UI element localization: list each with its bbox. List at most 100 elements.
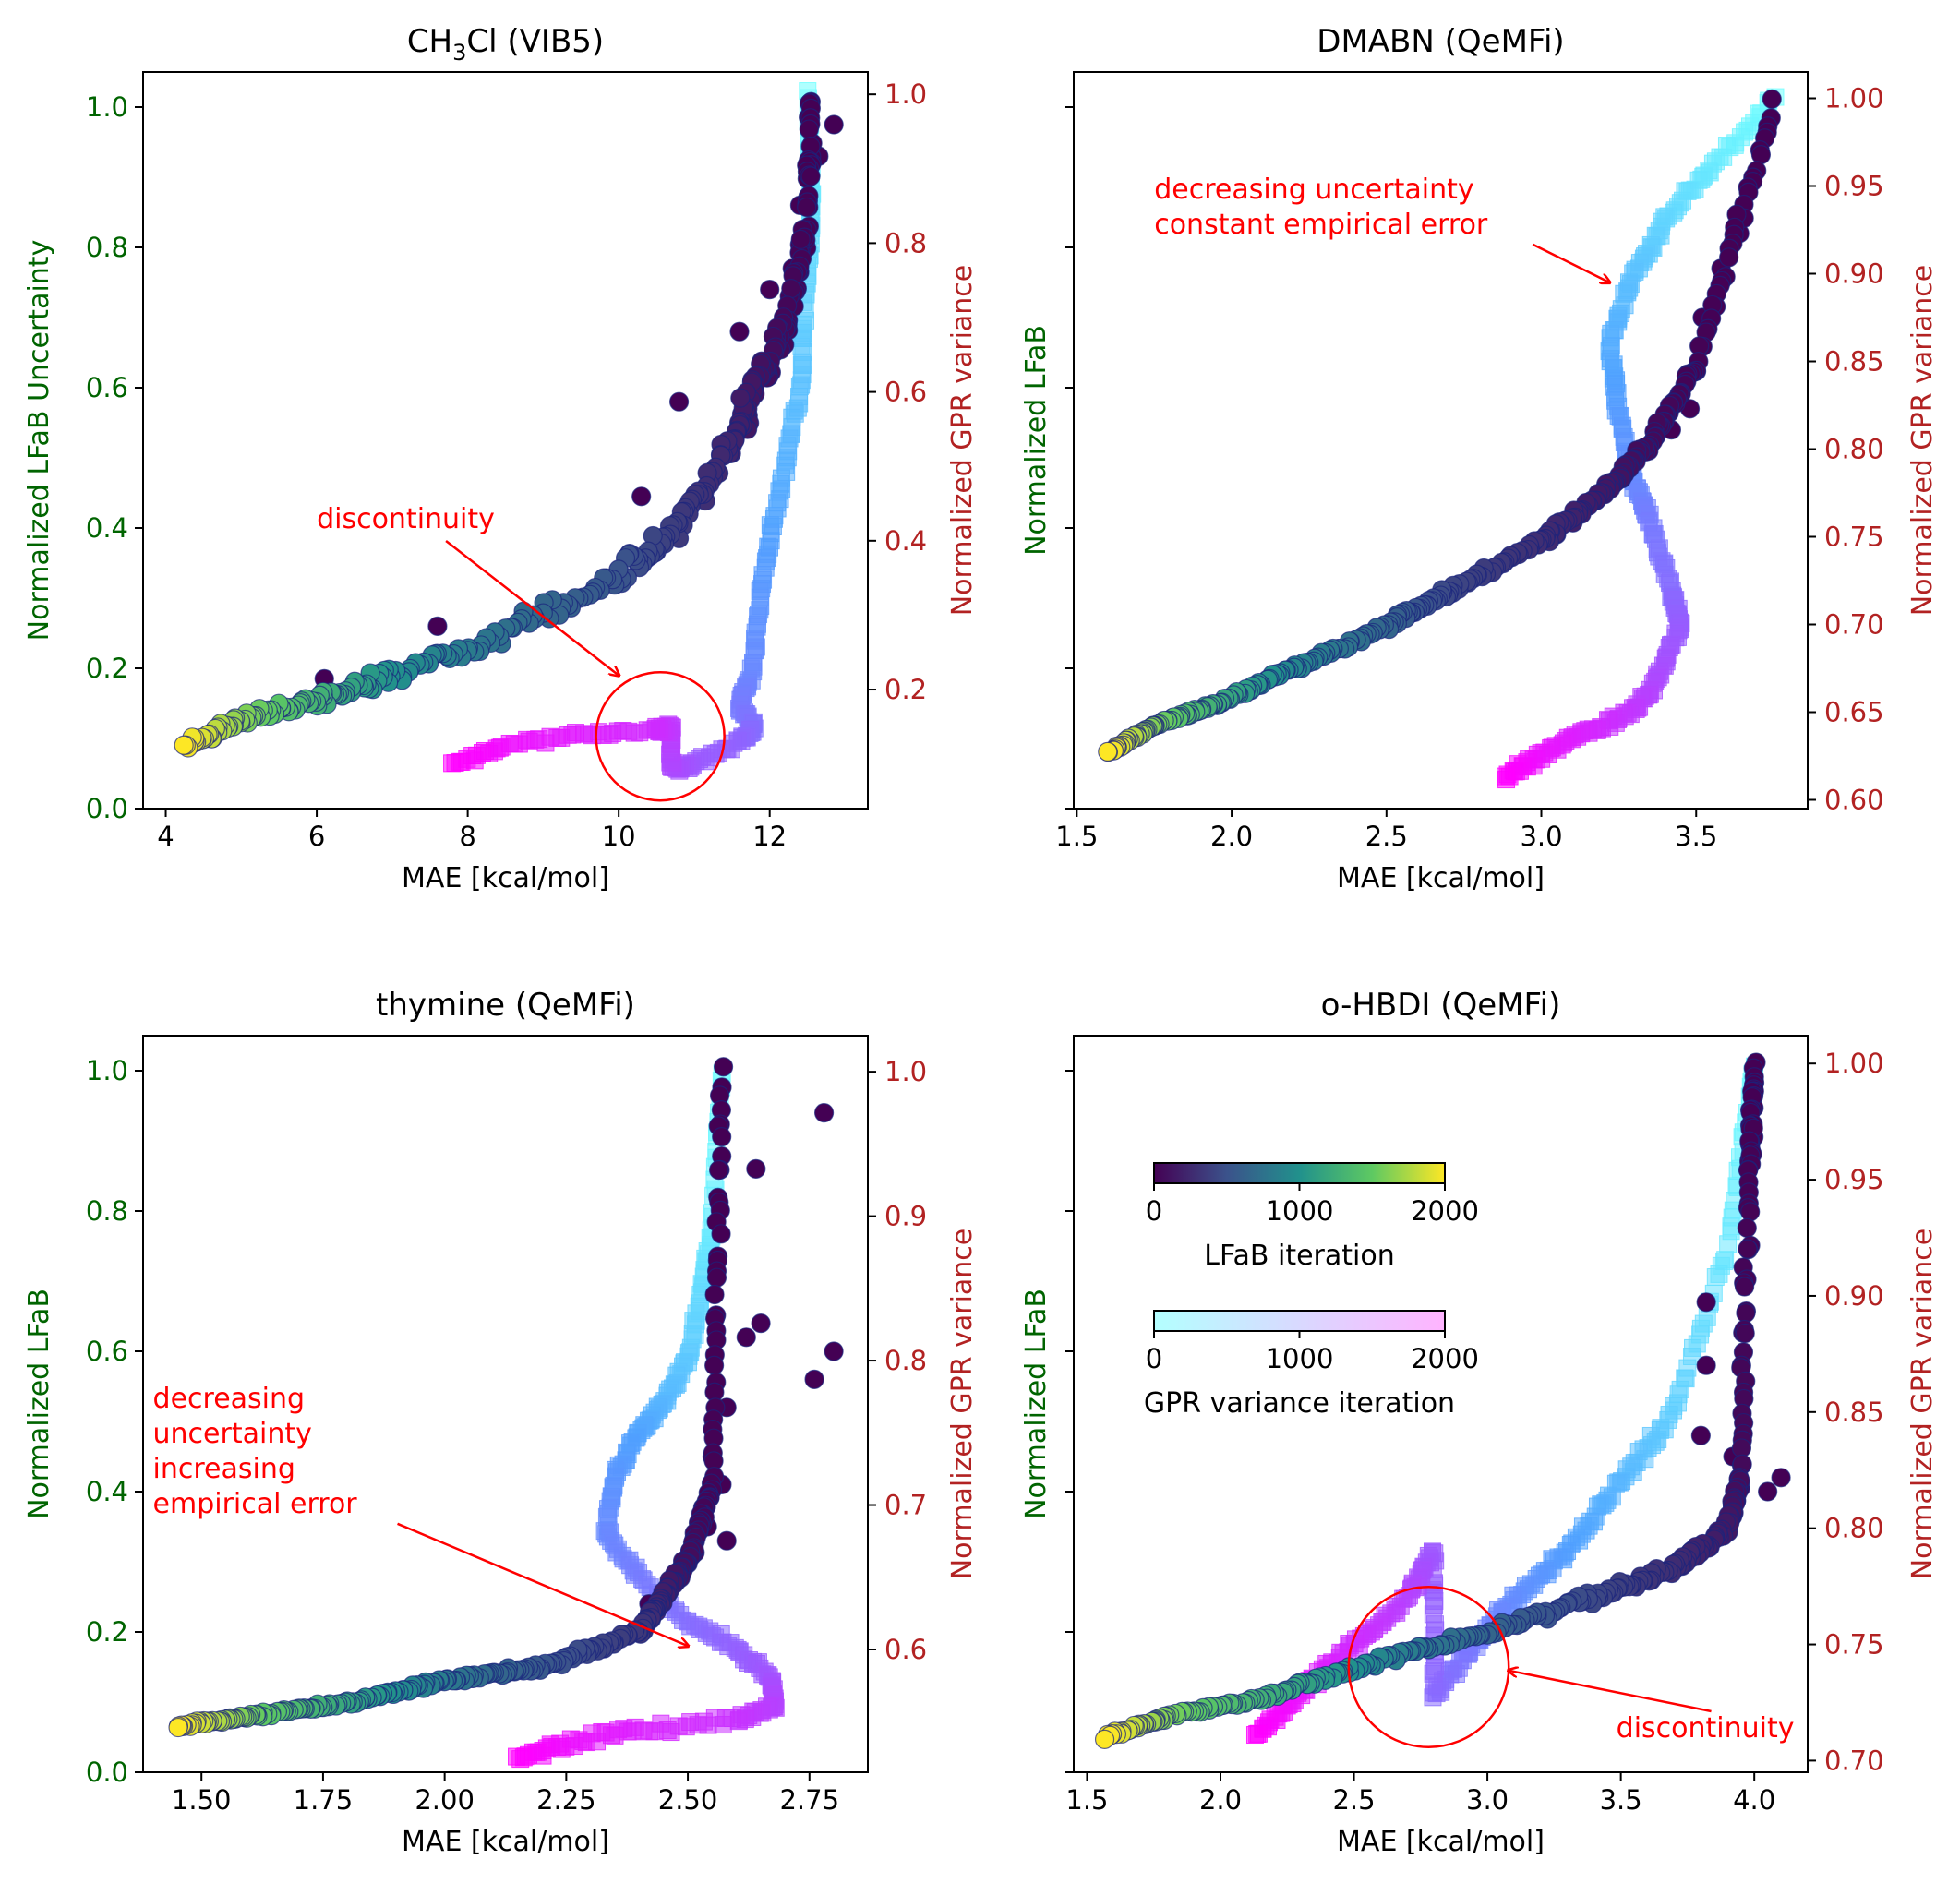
lfab-point (1771, 1468, 1791, 1488)
yr-axis-label: Normalized GPR variance (946, 265, 979, 617)
x-tick-label: 4 (157, 821, 174, 852)
plot-area (174, 82, 844, 780)
y-tick-label: 0.4 (86, 1476, 128, 1507)
axes-frame (1073, 71, 1809, 810)
lfab-point (704, 1355, 725, 1375)
y-axis-label: Normalized LFaB Uncertainty (23, 240, 55, 642)
lfab-point (1737, 1217, 1757, 1239)
yr-tick-label: 0.2 (884, 674, 927, 705)
panel-title: DMABN (QeMFi) (1317, 23, 1564, 60)
colorbar-label: GPR variance iteration (1144, 1387, 1455, 1420)
x-tick-label: 1.5 (1055, 821, 1098, 852)
yr-tick-label: 0.85 (1824, 346, 1884, 378)
gpr-point (1245, 1726, 1264, 1745)
annotation-text: empirical error (153, 1488, 358, 1520)
lfab-point (1740, 1202, 1761, 1222)
lfab-point (736, 1327, 756, 1348)
yr-tick-label: 0.6 (884, 1634, 927, 1665)
axes-frame (1073, 1035, 1809, 1773)
lfab-point (708, 1160, 729, 1181)
y-tick-label: 0.2 (86, 1616, 128, 1648)
axes-frame (142, 1035, 869, 1773)
lfab-point (174, 735, 194, 755)
gpr-point (1706, 1268, 1725, 1287)
yr-axis-label: Normalized GPR variance (946, 1229, 979, 1580)
x-tick-label: 2.00 (415, 1784, 475, 1816)
x-tick-label: 6 (308, 821, 325, 852)
colorbar-tick-label: 0 (1146, 1195, 1162, 1227)
yr-tick-label: 0.8 (884, 227, 927, 258)
yr-tick-label: 0.4 (884, 525, 927, 557)
y-tick-label: 0.0 (86, 1757, 128, 1788)
x-tick-label: 2.0 (1199, 1784, 1242, 1816)
colorbar-tick-label: 1000 (1266, 1343, 1334, 1374)
lfab-point (824, 1341, 844, 1361)
x-tick-label: 2.75 (779, 1784, 839, 1816)
lfab-point (1696, 1355, 1716, 1375)
lfab-point (1736, 1303, 1756, 1324)
yr-tick-label: 0.6 (884, 377, 927, 408)
lfab-point (813, 1102, 835, 1123)
lfab-point (704, 1284, 725, 1305)
x-tick-label: 8 (459, 821, 475, 852)
lfab-point (781, 279, 801, 299)
gpr-colorbar (1153, 1310, 1446, 1332)
yr-tick-label: 0.7 (884, 1490, 927, 1521)
lfab-point (797, 197, 817, 218)
colorbar-tick-label: 2000 (1411, 1343, 1479, 1374)
panel-1: 4 6 8 10 12 0.0 0.2 0.4 0.6 0.8 1.0 0.2 0.4 0.6 0.8 1.0… (23, 23, 979, 894)
annotation-arrow (1532, 243, 1609, 282)
x-tick-label: 3.5 (1600, 1784, 1642, 1816)
x-tick-label: 3.5 (1675, 821, 1717, 852)
yr-tick-label: 0.90 (1824, 1280, 1884, 1312)
y-tick-label: 0.6 (86, 1336, 128, 1367)
colorbar-tick-label: 2000 (1411, 1195, 1479, 1227)
lfab-point (631, 486, 652, 507)
lfab-point (799, 119, 819, 139)
lfab-point (1098, 741, 1118, 762)
gpr-point (1719, 1235, 1738, 1253)
lfab-point (1690, 1425, 1711, 1445)
lfab-point (706, 1267, 727, 1288)
gpr-point (508, 1747, 526, 1766)
lfab-point (746, 1158, 766, 1180)
lfab-point (168, 1717, 188, 1738)
y-tick-label: 0.8 (86, 1195, 128, 1227)
lfab-point (1696, 1292, 1716, 1313)
lfab-point (729, 321, 750, 342)
gpr-point (443, 754, 462, 773)
x-tick-label: 3.0 (1520, 821, 1562, 852)
lfab-point (1734, 1277, 1755, 1297)
yr-tick-label: 0.80 (1824, 434, 1884, 465)
annotation-arrow (445, 540, 619, 676)
lfab-point (427, 616, 448, 637)
yr-tick-label: 0.75 (1824, 1629, 1884, 1661)
y-tick-label: 0.4 (86, 512, 128, 544)
yr-tick-label: 0.85 (1824, 1397, 1884, 1428)
x-axis-label: MAE [kcal/mol] (402, 1826, 609, 1858)
lfab-point (790, 229, 811, 249)
x-tick-label: 3.0 (1466, 1784, 1509, 1816)
x-tick-label: 2.5 (1365, 821, 1408, 852)
x-axis-label: MAE [kcal/mol] (1337, 862, 1545, 894)
lfab-point (824, 114, 844, 135)
x-tick-label: 2.50 (658, 1784, 718, 1816)
lfab-point (804, 1369, 824, 1390)
x-tick-label: 2.0 (1210, 821, 1253, 852)
yr-tick-label: 0.70 (1824, 609, 1884, 641)
x-tick-label: 4.0 (1733, 1784, 1775, 1816)
lfab-point (1735, 1323, 1755, 1344)
y-axis-label: Normalized LFaB (1020, 1289, 1052, 1519)
colorbars: 0 1000 2000 LFaB iteration 0 1000 2000 GPR vari… (1144, 1162, 1479, 1420)
yr-tick-label: 1.00 (1824, 1048, 1884, 1079)
lfab-point (712, 1127, 732, 1147)
lfab-point (751, 1313, 771, 1334)
plot-area (168, 1057, 844, 1769)
lfab-point (713, 1057, 734, 1077)
y-tick-label: 0.8 (86, 232, 128, 263)
y-tick-label: 1.0 (86, 91, 128, 123)
lfab-point (1758, 1481, 1778, 1502)
colorbar-tick-label: 1000 (1266, 1195, 1334, 1227)
yr-tick-label: 0.95 (1824, 171, 1884, 202)
panel-title: o-HBDI (QeMFi) (1321, 987, 1561, 1024)
